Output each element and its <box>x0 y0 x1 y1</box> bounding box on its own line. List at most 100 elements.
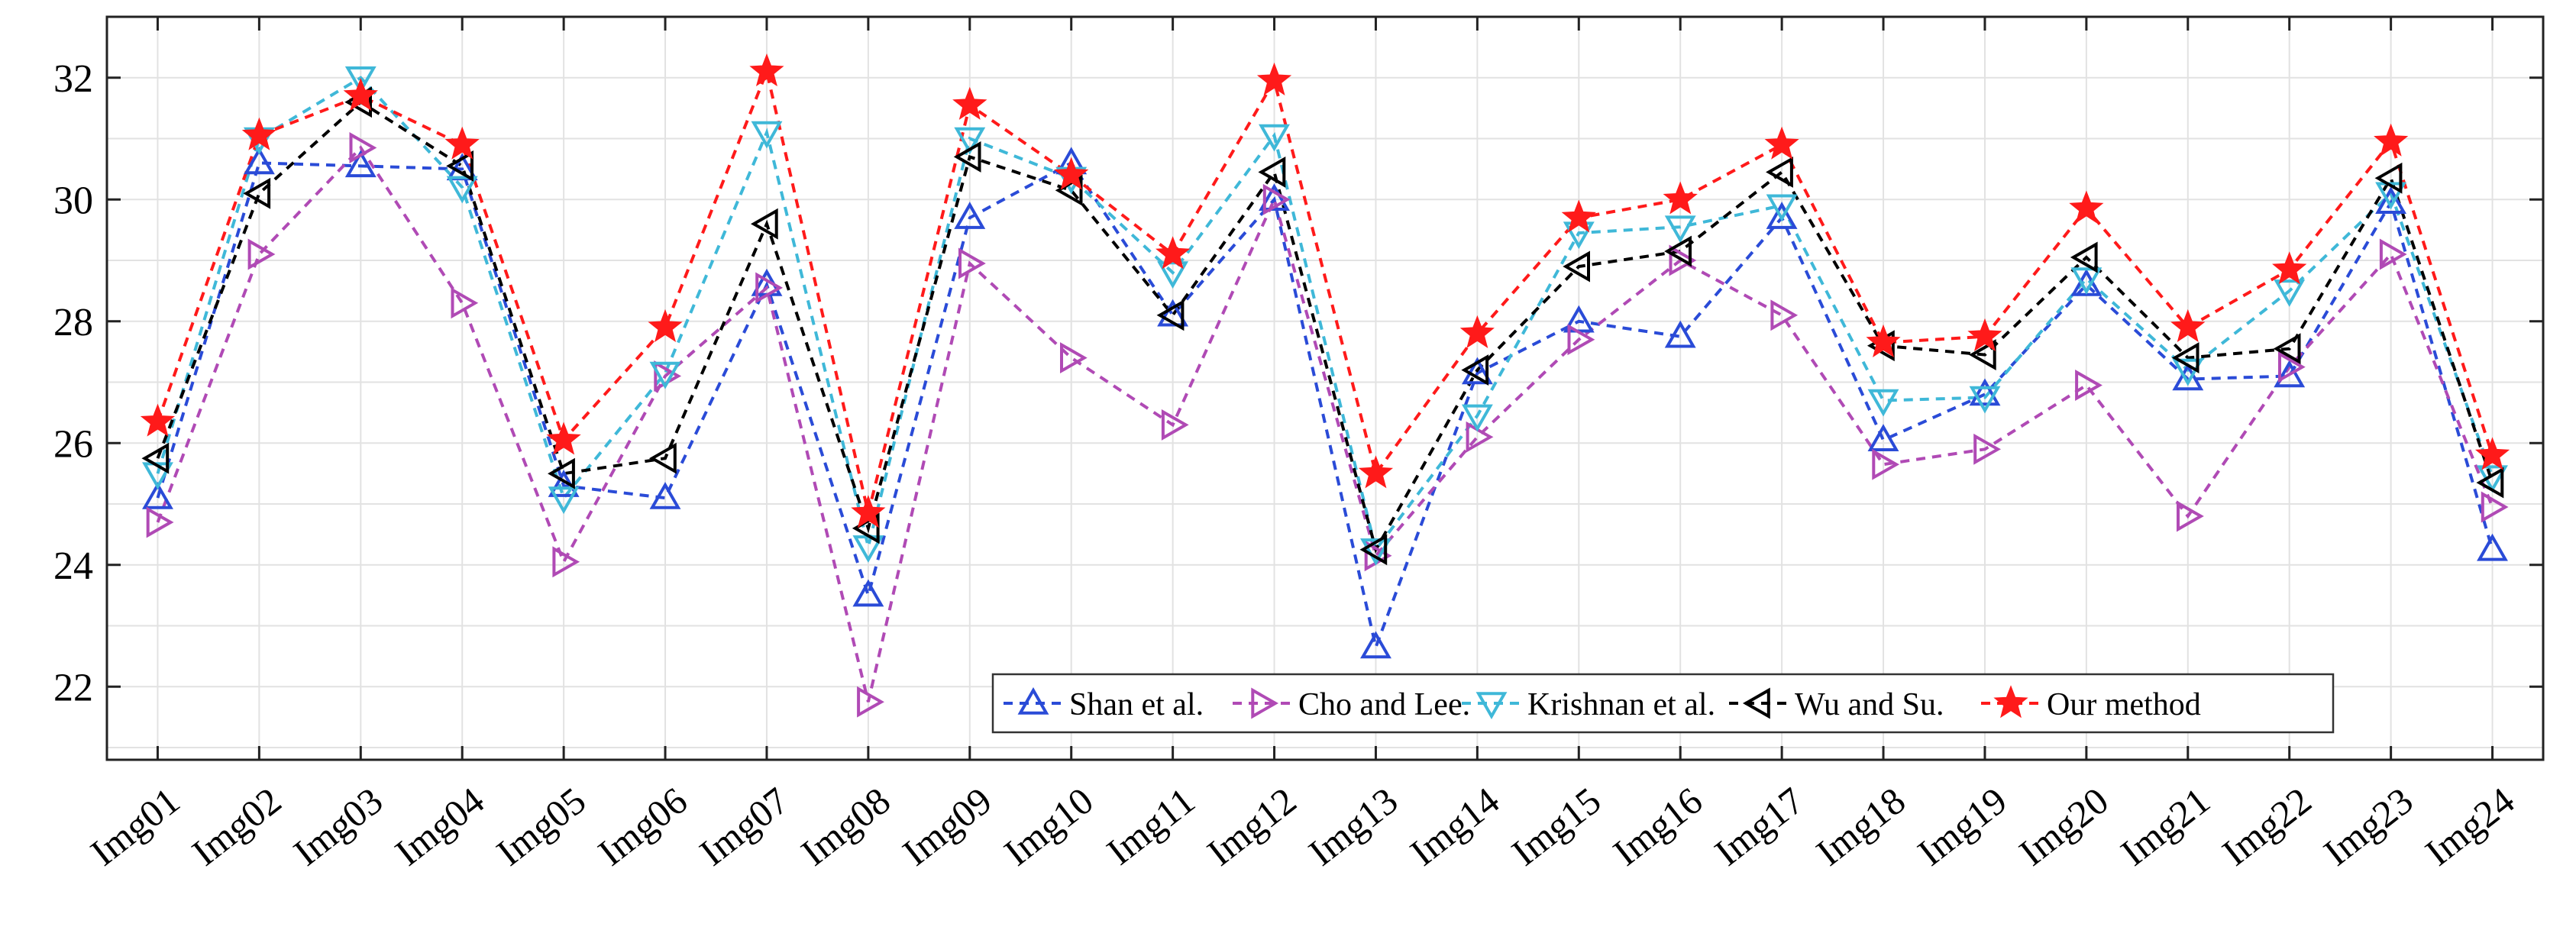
point-cho-and-lee <box>1770 299 1799 331</box>
point-shan-et-al <box>1867 424 1899 451</box>
x-tick-label: Img21 <box>2112 779 2217 874</box>
point-krishnan-et-al <box>142 462 173 490</box>
x-tick-label: Img04 <box>387 779 492 874</box>
x-tick-label: Img19 <box>1910 779 2015 874</box>
y-tick-label: 28 <box>53 301 93 344</box>
point-our-method <box>1155 236 1191 270</box>
point-our-method <box>444 126 480 160</box>
legend-label-wu-and-su: Wu and Su. <box>1795 687 1944 722</box>
x-tick-label: Img16 <box>1605 779 1710 874</box>
point-cho-and-lee <box>2177 500 2204 532</box>
x-tick-label: Img17 <box>1707 779 1812 874</box>
x-tick-label: Img18 <box>1808 779 1913 874</box>
point-krishnan-et-al <box>954 127 986 155</box>
point-shan-et-al <box>954 202 986 229</box>
point-shan-et-al <box>142 482 173 509</box>
point-our-method <box>1967 318 2002 351</box>
x-tick-label: Img02 <box>184 779 289 874</box>
point-shan-et-al <box>1259 183 1290 211</box>
point-our-method <box>851 495 886 528</box>
point-shan-et-al <box>2274 360 2306 388</box>
point-wu-and-su <box>2476 467 2504 499</box>
point-cho-and-lee <box>1872 448 1900 480</box>
legend-marker-our-method <box>1993 685 2028 719</box>
point-wu-and-su <box>141 442 170 474</box>
point-our-method <box>1866 324 1901 357</box>
point-our-method <box>1256 62 1292 95</box>
point-shan-et-al <box>2477 533 2508 561</box>
point-shan-et-al <box>852 579 884 607</box>
x-tick-label: Img08 <box>793 779 897 874</box>
point-wu-and-su <box>446 150 474 182</box>
point-krishnan-et-al <box>2070 267 2102 295</box>
y-tick-label: 30 <box>53 179 93 222</box>
legend-label-shan-et-al: Shan et al. <box>1069 687 1204 722</box>
point-shan-et-al <box>1664 320 1696 348</box>
legend-label-our-method: Our method <box>2047 687 2201 722</box>
point-cho-and-lee <box>1262 183 1291 215</box>
point-krishnan-et-al <box>1867 389 1899 417</box>
point-wu-and-su <box>1766 156 1793 188</box>
point-krishnan-et-al <box>751 121 783 149</box>
point-wu-and-su <box>1258 156 1286 188</box>
point-cho-and-lee <box>755 272 784 304</box>
x-tick-label: Img07 <box>692 779 797 874</box>
point-krishnan-et-al <box>344 66 377 94</box>
point-our-method <box>1358 455 1394 489</box>
point-cho-and-lee <box>552 546 580 578</box>
point-krishnan-et-al <box>446 176 478 204</box>
point-krishnan-et-al <box>1664 215 1696 244</box>
y-tick-label: 24 <box>53 544 93 588</box>
point-our-method <box>140 403 176 437</box>
x-tick-label: Img23 <box>2316 779 2420 874</box>
point-wu-and-su <box>548 457 575 489</box>
series-line-our-method <box>156 66 2494 514</box>
point-our-method <box>1764 126 1799 160</box>
point-krishnan-et-al <box>1969 386 2001 414</box>
point-our-method <box>2374 123 2409 157</box>
point-wu-and-su <box>750 208 778 240</box>
point-our-method <box>1663 181 1698 215</box>
point-cho-and-lee <box>857 686 884 718</box>
point-shan-et-al <box>243 147 275 175</box>
point-krishnan-et-al <box>2172 358 2204 386</box>
point-krishnan-et-al <box>1259 124 1290 152</box>
point-cho-and-lee <box>1973 433 2002 465</box>
point-our-method <box>2170 308 2206 342</box>
point-wu-and-su <box>2171 342 2199 374</box>
legend-marker-cho-and-lee <box>1251 687 1279 719</box>
y-tick-label: 26 <box>53 422 93 466</box>
point-cho-and-lee <box>1567 324 1595 356</box>
point-shan-et-al <box>1969 378 2001 406</box>
point-wu-and-su <box>648 442 677 474</box>
series-line-wu-and-su <box>156 100 2494 554</box>
point-cho-and-lee <box>2075 370 2102 401</box>
point-cho-and-lee <box>349 132 377 163</box>
y-tick-label: 22 <box>53 666 93 709</box>
point-our-method <box>952 86 987 120</box>
legend-box <box>991 673 2335 734</box>
series-line-cho-and-lee <box>156 145 2494 703</box>
point-cho-and-lee <box>2481 491 2509 523</box>
point-krishnan-et-al <box>1157 261 1189 289</box>
legend-label-cho-and-lee: Cho and Lee. <box>1298 687 1470 722</box>
point-krishnan-et-al <box>2375 182 2407 210</box>
series-line-krishnan-et-al <box>156 76 2494 554</box>
x-tick-label: Img13 <box>1301 779 1405 874</box>
x-tick-label: Img03 <box>286 779 390 874</box>
point-shan-et-al <box>344 150 377 178</box>
point-shan-et-al <box>1461 357 1493 385</box>
x-tick-label: Img09 <box>894 779 999 874</box>
point-our-method <box>2069 190 2104 224</box>
point-cho-and-lee <box>1466 421 1494 453</box>
y-tick-label: 32 <box>53 57 93 101</box>
point-wu-and-su <box>243 177 271 209</box>
point-shan-et-al <box>649 482 681 509</box>
point-cho-and-lee <box>1060 342 1088 374</box>
point-our-method <box>1054 157 1089 190</box>
point-krishnan-et-al <box>649 361 681 389</box>
point-our-method <box>343 77 378 111</box>
point-cho-and-lee <box>2379 238 2407 270</box>
point-cho-and-lee <box>958 247 986 279</box>
